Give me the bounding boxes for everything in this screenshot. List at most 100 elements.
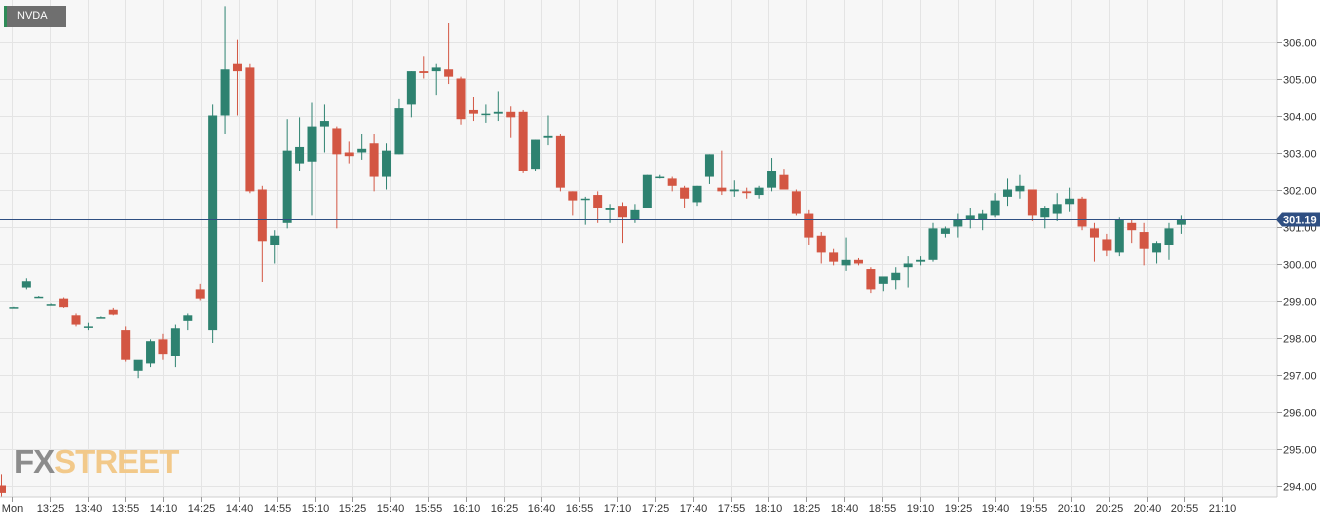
candle-body: [729, 189, 739, 192]
x-tick-label: 15:40: [377, 503, 405, 515]
candle: [146, 339, 156, 368]
candle-body: [853, 259, 863, 264]
candle-body: [369, 143, 379, 177]
candle-body: [220, 69, 230, 116]
candle-body: [83, 326, 93, 328]
candle-body: [257, 189, 267, 242]
candle-body: [357, 148, 367, 153]
y-tick-label: 300.00: [1283, 260, 1317, 272]
candle: [468, 97, 478, 122]
candle: [853, 257, 863, 266]
candle-body: [655, 176, 665, 179]
candle: [717, 150, 727, 196]
y-tick-label: 297.00: [1283, 371, 1317, 383]
candle: [195, 283, 205, 301]
candle: [1027, 189, 1037, 221]
candle-body: [1027, 189, 1037, 216]
candle-body: [953, 219, 963, 227]
candle-body: [1176, 219, 1186, 225]
candle-body: [307, 126, 317, 162]
candle-body: [444, 69, 454, 77]
candle: [667, 176, 677, 192]
x-tick-label: 16:55: [566, 503, 594, 515]
x-tick-label: 17:55: [718, 503, 746, 515]
candle-body: [1164, 228, 1174, 245]
x-tick-label: 13:55: [112, 503, 140, 515]
candle: [704, 154, 714, 184]
x-tick-label: 21:10: [1209, 503, 1237, 515]
candle: [754, 185, 764, 199]
last-price-label: 301.19: [1276, 212, 1320, 227]
candle: [257, 185, 267, 282]
x-tick-label: 15:10: [302, 503, 330, 515]
candle: [506, 106, 516, 138]
candle-body: [692, 185, 702, 203]
candle-body: [1015, 185, 1025, 192]
candle-body: [754, 187, 764, 196]
candle-body: [270, 235, 280, 245]
candle: [357, 134, 367, 160]
candle-body: [468, 109, 478, 114]
candle: [978, 209, 988, 231]
candle-body: [481, 113, 491, 116]
candle-body: [767, 171, 777, 188]
candle: [655, 174, 665, 179]
candle-body: [804, 213, 814, 238]
candle-body: [878, 276, 888, 284]
candle-body: [580, 198, 590, 201]
candle-body: [170, 328, 180, 356]
candle-body: [282, 150, 292, 223]
candle-body: [319, 121, 329, 127]
candle: [1139, 222, 1149, 266]
y-tick-label: 296.00: [1283, 408, 1317, 420]
candle: [779, 169, 789, 190]
candle-body: [1077, 198, 1087, 227]
candle-body: [232, 63, 242, 72]
candle-body: [568, 191, 578, 201]
candle-body: [1114, 219, 1124, 253]
candle: [729, 180, 739, 197]
candle-body: [183, 315, 193, 321]
x-tick-label: 18:55: [869, 503, 897, 515]
candle-body: [791, 191, 801, 214]
x-tick-label: 20:40: [1134, 503, 1162, 515]
x-tick-label: 15:25: [339, 503, 367, 515]
candle: [791, 189, 801, 216]
candle-body: [506, 111, 516, 118]
candle: [692, 185, 702, 207]
y-tick-label: 302.00: [1283, 186, 1317, 198]
candle: [108, 307, 118, 316]
candle: [270, 230, 280, 264]
candle: [1077, 196, 1087, 231]
candle: [59, 297, 69, 308]
y-tick-label: 295.00: [1283, 445, 1317, 457]
x-tick-label: 16:10: [453, 503, 481, 515]
symbol-label: NVDA: [4, 6, 66, 27]
candle: [953, 213, 963, 238]
y-tick-label: 305.00: [1283, 75, 1317, 87]
x-tick-label: 13:40: [75, 503, 103, 515]
y-tick-label: 306.00: [1283, 38, 1317, 50]
candle: [220, 6, 230, 134]
candle-body: [779, 174, 789, 190]
candle-body: [1139, 232, 1149, 249]
candle: [555, 134, 565, 192]
candle: [71, 313, 81, 327]
candle: [1089, 222, 1099, 262]
candle: [133, 359, 143, 379]
candle: [208, 104, 218, 344]
candle: [866, 267, 876, 294]
candle-body: [59, 298, 69, 308]
candle-body: [1127, 222, 1137, 231]
candle-body: [295, 146, 305, 164]
candle: [0, 474, 6, 497]
candle: [1114, 217, 1124, 257]
candle: [618, 202, 627, 244]
x-tick-label: 20:55: [1171, 503, 1199, 515]
candle-body: [717, 187, 727, 192]
candle-body: [866, 269, 876, 290]
candle-body: [1102, 239, 1112, 251]
candle-body: [71, 315, 81, 325]
x-axis: Mon 13:25 13:40 13:55 14:10 14:25 14:40 14:55 15…: [2, 497, 1236, 515]
